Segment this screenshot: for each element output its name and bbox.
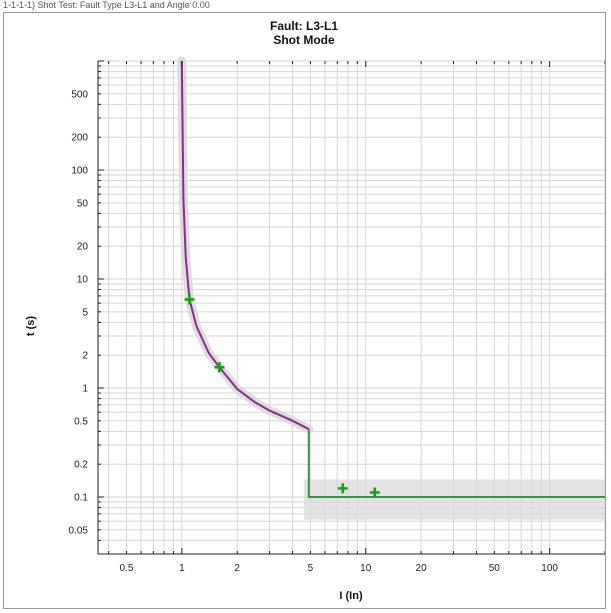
x-tick-label: 50 <box>489 563 501 574</box>
y-tick-label: 2 <box>82 351 88 362</box>
figure-caption: 1-1-1-1) Shot Test: Fault Type L3-L1 and… <box>3 0 210 10</box>
y-tick-label: 100 <box>71 166 88 177</box>
definite-time-tolerance-band <box>303 479 605 520</box>
chart-frame: Fault: L3-L1 Shot Mode t (s) I (In) 0.5 1… <box>3 12 606 609</box>
y-axis-label: t (s) <box>25 316 37 337</box>
x-tick-label: 1 <box>179 563 185 574</box>
inverse-time-curve <box>180 60 310 430</box>
y-tick-label: 0.5 <box>74 416 88 427</box>
y-tick-label: 5 <box>82 307 88 318</box>
test-point-marker <box>214 362 225 373</box>
definite-time-step <box>307 429 605 498</box>
y-tick-label: 50 <box>77 198 89 209</box>
x-tick-label: 20 <box>416 563 428 574</box>
time-current-chart: Fault: L3-L1 Shot Mode t (s) I (In) 0.5 1… <box>25 19 606 602</box>
chart-subtitle: Shot Mode <box>273 33 335 47</box>
y-tick-label: 200 <box>71 133 88 144</box>
test-point-marker <box>184 294 195 305</box>
chart-title: Fault: L3-L1 <box>270 19 338 33</box>
x-tick-label: 100 <box>541 563 558 574</box>
axes: 0.5 1 2 5 10 20 50 100 0.05 0.1 0.2 0.5 1 2 5 10 20 50 100… <box>69 60 606 574</box>
test-point-marker <box>337 483 348 494</box>
test-points <box>184 294 380 498</box>
y-tick-label: 500 <box>71 89 88 100</box>
y-tick-label: 10 <box>77 275 89 286</box>
y-tick-label: 1 <box>82 384 88 395</box>
series <box>180 60 605 498</box>
curve-tolerance-band <box>177 56 314 434</box>
y-tick-label: 0.1 <box>74 493 88 504</box>
y-tick-label: 0.2 <box>74 460 88 471</box>
test-point-marker <box>369 487 380 498</box>
x-tick-label: 0.5 <box>120 563 134 574</box>
x-axis-label: I (In) <box>339 590 363 602</box>
x-tick-label: 10 <box>360 563 372 574</box>
x-tick-label: 5 <box>308 563 314 574</box>
y-tick-label: 0.05 <box>69 525 89 536</box>
x-tick-label: 2 <box>234 563 240 574</box>
y-tick-label: 20 <box>77 242 89 253</box>
